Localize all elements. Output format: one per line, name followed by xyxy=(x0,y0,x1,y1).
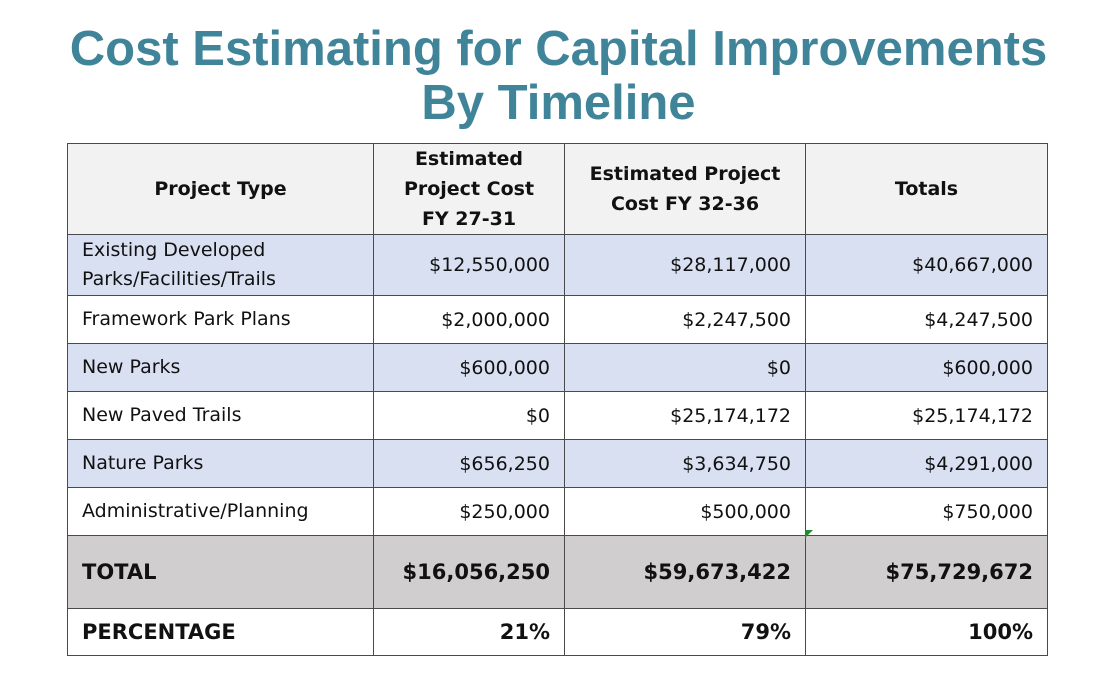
cell-total: $4,291,000 xyxy=(805,439,1048,488)
title-line-1: Cost Estimating for Capital Improvements xyxy=(69,22,1048,76)
title-line-2: By Timeline xyxy=(421,76,696,130)
total-fy32-36: $59,673,422 xyxy=(564,535,806,609)
percentage-label: PERCENTAGE xyxy=(67,608,374,656)
row-label: New Parks xyxy=(67,343,374,392)
cell-fy27-31: $250,000 xyxy=(373,487,565,536)
table-row: New Parks $600,000 $0 $600,000 xyxy=(67,343,1048,392)
total-grand: $75,729,672 xyxy=(805,535,1048,609)
cell-fy32-36: $28,117,000 xyxy=(564,234,806,296)
cell-fy27-31: $0 xyxy=(373,391,565,440)
page-title: Cost Estimating for Capital Improvements… xyxy=(0,22,1117,130)
header-row: Project Type Estimated Project Cost FY 2… xyxy=(67,143,1048,235)
table-row: Existing Developed Parks/Facilities/Trai… xyxy=(67,234,1048,296)
cell-total: $25,174,172 xyxy=(805,391,1048,440)
cell-fy27-31: $12,550,000 xyxy=(373,234,565,296)
cell-total: $4,247,500 xyxy=(805,295,1048,344)
table-row: Framework Park Plans $2,000,000 $2,247,5… xyxy=(67,295,1048,344)
table-row: New Paved Trails $0 $25,174,172 $25,174,… xyxy=(67,391,1048,440)
cell-total: $600,000 xyxy=(805,343,1048,392)
header-fy27-31: Estimated Project Cost FY 27-31 xyxy=(373,143,565,235)
cell-comment-indicator-icon xyxy=(805,530,813,538)
percentage-fy27-31: 21% xyxy=(373,608,565,656)
header-fy32-36: Estimated Project Cost FY 32-36 xyxy=(564,143,806,235)
cell-fy32-36: $0 xyxy=(564,343,806,392)
total-label: TOTAL xyxy=(67,535,374,609)
header-totals: Totals xyxy=(805,143,1048,235)
cell-fy32-36: $3,634,750 xyxy=(564,439,806,488)
row-label: Administrative/Planning xyxy=(67,487,374,536)
row-label: Nature Parks xyxy=(67,439,374,488)
table-row: Nature Parks $656,250 $3,634,750 $4,291,… xyxy=(67,439,1048,488)
cell-total: $750,000 xyxy=(805,487,1048,536)
cell-fy27-31: $656,250 xyxy=(373,439,565,488)
cell-fy32-36: $25,174,172 xyxy=(564,391,806,440)
row-label: Framework Park Plans xyxy=(67,295,374,344)
cell-fy27-31: $600,000 xyxy=(373,343,565,392)
cell-fy27-31: $2,000,000 xyxy=(373,295,565,344)
percentage-total: 100% xyxy=(805,608,1048,656)
cell-total: $40,667,000 xyxy=(805,234,1048,296)
cost-table: Project Type Estimated Project Cost FY 2… xyxy=(67,143,1048,656)
total-row: TOTAL $16,056,250 $59,673,422 $75,729,67… xyxy=(67,535,1048,609)
cell-fy32-36: $500,000 xyxy=(564,487,806,536)
table-row: Administrative/Planning $250,000 $500,00… xyxy=(67,487,1048,536)
total-fy27-31: $16,056,250 xyxy=(373,535,565,609)
row-label: Existing Developed Parks/Facilities/Trai… xyxy=(67,234,374,296)
row-label: New Paved Trails xyxy=(67,391,374,440)
cell-fy32-36: $2,247,500 xyxy=(564,295,806,344)
percentage-fy32-36: 79% xyxy=(564,608,806,656)
percentage-row: PERCENTAGE 21% 79% 100% xyxy=(67,608,1048,656)
header-project-type: Project Type xyxy=(67,143,374,235)
